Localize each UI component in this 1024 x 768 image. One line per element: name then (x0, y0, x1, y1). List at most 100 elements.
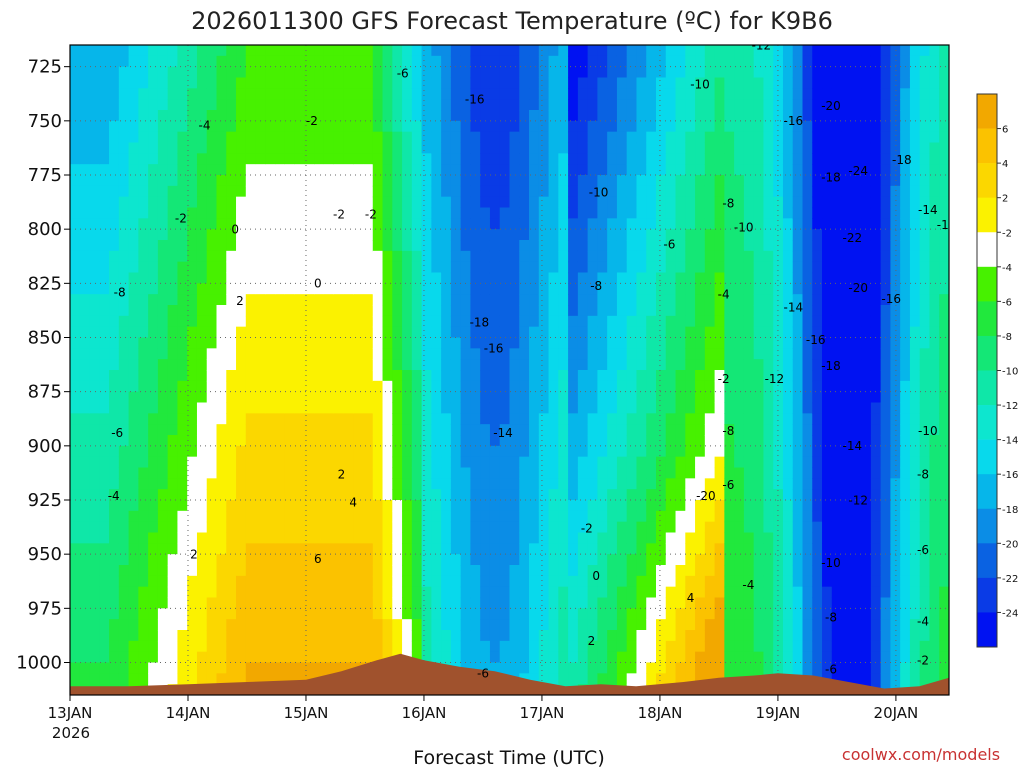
temperature-cell (294, 402, 305, 414)
temperature-cell (626, 391, 638, 404)
temperature-cell (167, 391, 179, 404)
temperature-cell (353, 250, 364, 263)
temperature-cell (226, 630, 237, 642)
temperature-cell (333, 207, 345, 219)
temperature-cell (245, 586, 257, 599)
temperature-cell (255, 608, 266, 620)
temperature-cell (792, 272, 804, 284)
temperature-cell (577, 413, 589, 425)
temperature-cell (206, 120, 218, 133)
temperature-cell (294, 521, 305, 534)
temperature-cell (861, 326, 872, 339)
temperature-cell (148, 348, 159, 360)
temperature-cell (636, 370, 647, 382)
temperature-cell (99, 218, 110, 230)
temperature-cell (118, 532, 130, 544)
temperature-cell (763, 99, 774, 111)
temperature-cell (577, 597, 589, 609)
temperature-cell (489, 370, 501, 382)
temperature-cell (548, 370, 559, 382)
temperature-cell (675, 185, 686, 198)
temperature-cell (782, 326, 794, 339)
temperature-cell (519, 543, 530, 555)
temperature-cell (294, 283, 305, 295)
temperature-cell (792, 456, 804, 469)
temperature-cell (353, 445, 364, 458)
temperature-cell (753, 110, 765, 122)
temperature-cell (548, 120, 559, 133)
temperature-cell (284, 510, 296, 523)
temperature-cell (245, 445, 257, 458)
temperature-cell (480, 88, 491, 100)
temperature-cell (577, 543, 589, 555)
temperature-cell (372, 565, 384, 577)
temperature-cell (323, 662, 335, 674)
temperature-cell (226, 673, 237, 685)
temperature-cell (704, 586, 716, 599)
temperature-cell (782, 608, 794, 620)
temperature-cell (734, 370, 745, 382)
temperature-cell (441, 131, 452, 144)
temperature-cell (79, 673, 91, 685)
temperature-cell (636, 413, 647, 425)
temperature-cell (529, 435, 540, 447)
temperature-cell (353, 99, 364, 111)
temperature-cell (607, 532, 618, 544)
temperature-cell (236, 413, 247, 425)
temperature-cell (802, 45, 813, 57)
temperature-cell (519, 380, 530, 393)
temperature-cell (294, 370, 305, 382)
temperature-cell (597, 554, 608, 566)
temperature-cell (275, 305, 286, 317)
temperature-cell (695, 99, 706, 111)
temperature-cell (782, 554, 794, 566)
temperature-cell (109, 55, 120, 68)
temperature-cell (353, 337, 364, 349)
temperature-cell (851, 261, 862, 274)
temperature-cell (70, 315, 81, 328)
temperature-cell (812, 218, 823, 230)
temperature-cell (675, 294, 686, 306)
temperature-cell (870, 456, 882, 469)
temperature-cell (704, 630, 716, 642)
temperature-cell (841, 110, 852, 122)
temperature-cell (372, 120, 384, 133)
temperature-cell (665, 88, 677, 100)
temperature-cell (597, 597, 608, 609)
temperature-cell (304, 77, 315, 89)
temperature-cell (656, 88, 667, 100)
temperature-cell (196, 261, 208, 274)
temperature-cell (138, 413, 149, 425)
temperature-cell (343, 45, 354, 57)
temperature-cell (597, 640, 608, 653)
temperature-cell (216, 543, 227, 555)
temperature-cell (265, 597, 276, 609)
temperature-cell (382, 77, 393, 89)
temperature-cell (753, 326, 765, 339)
temperature-cell (812, 272, 823, 284)
temperature-cell (597, 630, 608, 642)
temperature-cell (333, 662, 345, 674)
temperature-cell (646, 348, 657, 360)
temperature-cell (607, 315, 618, 328)
temperature-cell (656, 554, 667, 566)
temperature-cell (245, 359, 257, 371)
temperature-cell (782, 532, 794, 544)
temperature-cell (275, 348, 286, 360)
temperature-cell (353, 153, 364, 165)
temperature-cell (236, 218, 247, 230)
temperature-cell (880, 110, 891, 122)
temperature-cell (616, 175, 628, 187)
temperature-cell (616, 543, 628, 555)
temperature-cell (109, 467, 120, 479)
temperature-cell (636, 315, 647, 328)
temperature-cell (529, 467, 540, 479)
temperature-cell (187, 510, 198, 523)
temperature-cell (519, 424, 530, 436)
temperature-cell (822, 305, 833, 317)
temperature-cell (753, 435, 765, 447)
temperature-cell (460, 467, 472, 479)
temperature-cell (646, 456, 657, 469)
temperature-cell (861, 456, 872, 469)
temperature-cell (216, 370, 227, 382)
